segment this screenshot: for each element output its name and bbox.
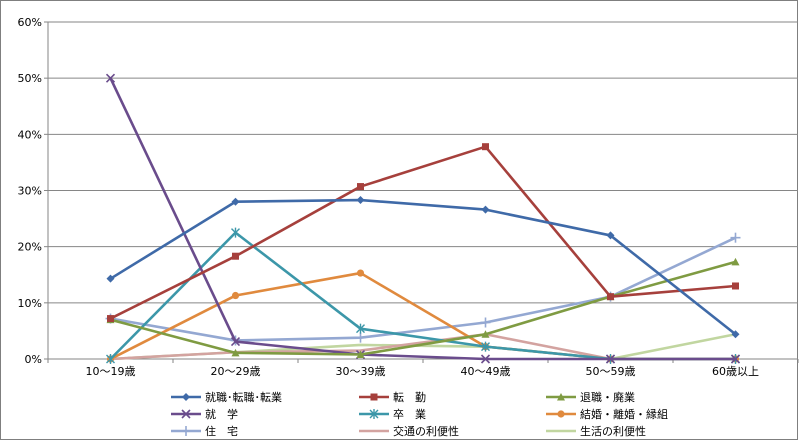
legend-label: 就職･転職･転業 bbox=[205, 390, 282, 404]
data-point bbox=[607, 293, 614, 301]
data-point bbox=[106, 354, 115, 364]
legend-label: 退職・廃業 bbox=[580, 390, 635, 404]
data-point bbox=[482, 143, 489, 151]
data-point bbox=[356, 196, 365, 205]
series-line bbox=[109, 198, 737, 336]
data-point bbox=[730, 232, 741, 243]
legend-marker bbox=[370, 393, 378, 401]
series-6 bbox=[105, 232, 741, 346]
series-3 bbox=[105, 73, 741, 364]
legend-label: 生活の利便性 bbox=[580, 424, 646, 438]
y-tick-label: 20% bbox=[18, 241, 42, 254]
data-point bbox=[356, 323, 365, 334]
legend-label: 結婚・離婚・縁組 bbox=[580, 407, 668, 421]
data-point bbox=[357, 183, 364, 191]
y-tick-label: 50% bbox=[18, 72, 42, 85]
data-point bbox=[605, 354, 616, 364]
series-line bbox=[109, 231, 736, 361]
legend-item: 結婚・離婚・縁組 bbox=[546, 407, 668, 421]
legend-item: 卒 業 bbox=[359, 407, 426, 421]
legend-marker bbox=[369, 409, 379, 419]
series-layer bbox=[105, 73, 741, 364]
y-tick-label: 30% bbox=[18, 185, 42, 198]
legend: 就職･転職･転業 転 勤 退職・廃業就 学 卒 業 結婚・離婚・縁組住 宅 交通の利便性 生… bbox=[171, 390, 668, 438]
data-point bbox=[732, 282, 739, 290]
legend-item: 退職・廃業 bbox=[546, 390, 635, 404]
data-point bbox=[231, 197, 240, 206]
legend-marker bbox=[557, 393, 565, 401]
legend-label: 転 勤 bbox=[393, 391, 426, 404]
data-point bbox=[731, 257, 740, 266]
series-1 bbox=[107, 143, 739, 323]
x-tick-label: 60歳以上 bbox=[712, 365, 759, 378]
data-point bbox=[230, 337, 241, 347]
x-tick-label: 50～59歳 bbox=[586, 365, 636, 378]
gridlines bbox=[48, 21, 798, 304]
x-tick-label: 10～19歳 bbox=[86, 365, 136, 378]
series-0 bbox=[106, 196, 740, 339]
legend-label: 交通の利便性 bbox=[393, 424, 459, 438]
data-point bbox=[105, 73, 116, 83]
data-point bbox=[106, 274, 115, 283]
y-tick-label: 10% bbox=[18, 297, 42, 310]
data-point bbox=[731, 330, 740, 339]
series-line bbox=[110, 260, 736, 356]
legend-item: 就職･転職･転業 bbox=[171, 390, 282, 404]
x-tick-label: 30～39歳 bbox=[336, 365, 386, 378]
series-line bbox=[109, 145, 736, 320]
series-line bbox=[109, 77, 736, 361]
x-tick-label: 40～49歳 bbox=[461, 365, 511, 378]
data-point bbox=[355, 332, 366, 343]
series-line bbox=[110, 236, 737, 342]
legend-label: 就 学 bbox=[205, 407, 238, 421]
data-point bbox=[231, 291, 240, 300]
data-point bbox=[232, 252, 239, 260]
legend-marker bbox=[557, 410, 565, 418]
data-point bbox=[480, 354, 491, 364]
data-point bbox=[231, 348, 240, 357]
legend-marker bbox=[181, 426, 191, 436]
legend-marker bbox=[181, 409, 191, 419]
data-point bbox=[480, 317, 491, 328]
y-axis: 0% 10% 20% 30% 40% 50% 60% bbox=[18, 16, 49, 366]
data-point bbox=[231, 227, 240, 238]
data-point bbox=[606, 231, 615, 240]
data-point bbox=[356, 350, 365, 359]
data-point bbox=[730, 354, 741, 364]
legend-item: 住 宅 bbox=[171, 424, 238, 438]
x-tick-label: 20～29歳 bbox=[211, 365, 261, 378]
legend-marker bbox=[182, 393, 190, 401]
data-point bbox=[356, 269, 365, 277]
y-tick-label: 0% bbox=[25, 353, 42, 366]
series-5 bbox=[106, 269, 740, 363]
data-point bbox=[481, 330, 490, 338]
legend-item: 転 勤 bbox=[359, 391, 426, 404]
data-point bbox=[481, 205, 490, 214]
legend-item: 生活の利便性 bbox=[546, 424, 646, 438]
legend-label: 住 宅 bbox=[205, 424, 238, 438]
data-point bbox=[107, 315, 114, 323]
legend-label: 卒 業 bbox=[393, 407, 426, 421]
x-axis: 10～19歳 20～29歳 30～39歳 40～49歳 50～59歳 60歳以上 bbox=[47, 358, 799, 378]
legend-item: 就 学 bbox=[171, 407, 238, 421]
data-point bbox=[481, 341, 490, 352]
legend-item: 交通の利便性 bbox=[359, 424, 459, 438]
y-tick-label: 40% bbox=[18, 128, 42, 141]
y-tick-label: 60% bbox=[18, 16, 42, 29]
